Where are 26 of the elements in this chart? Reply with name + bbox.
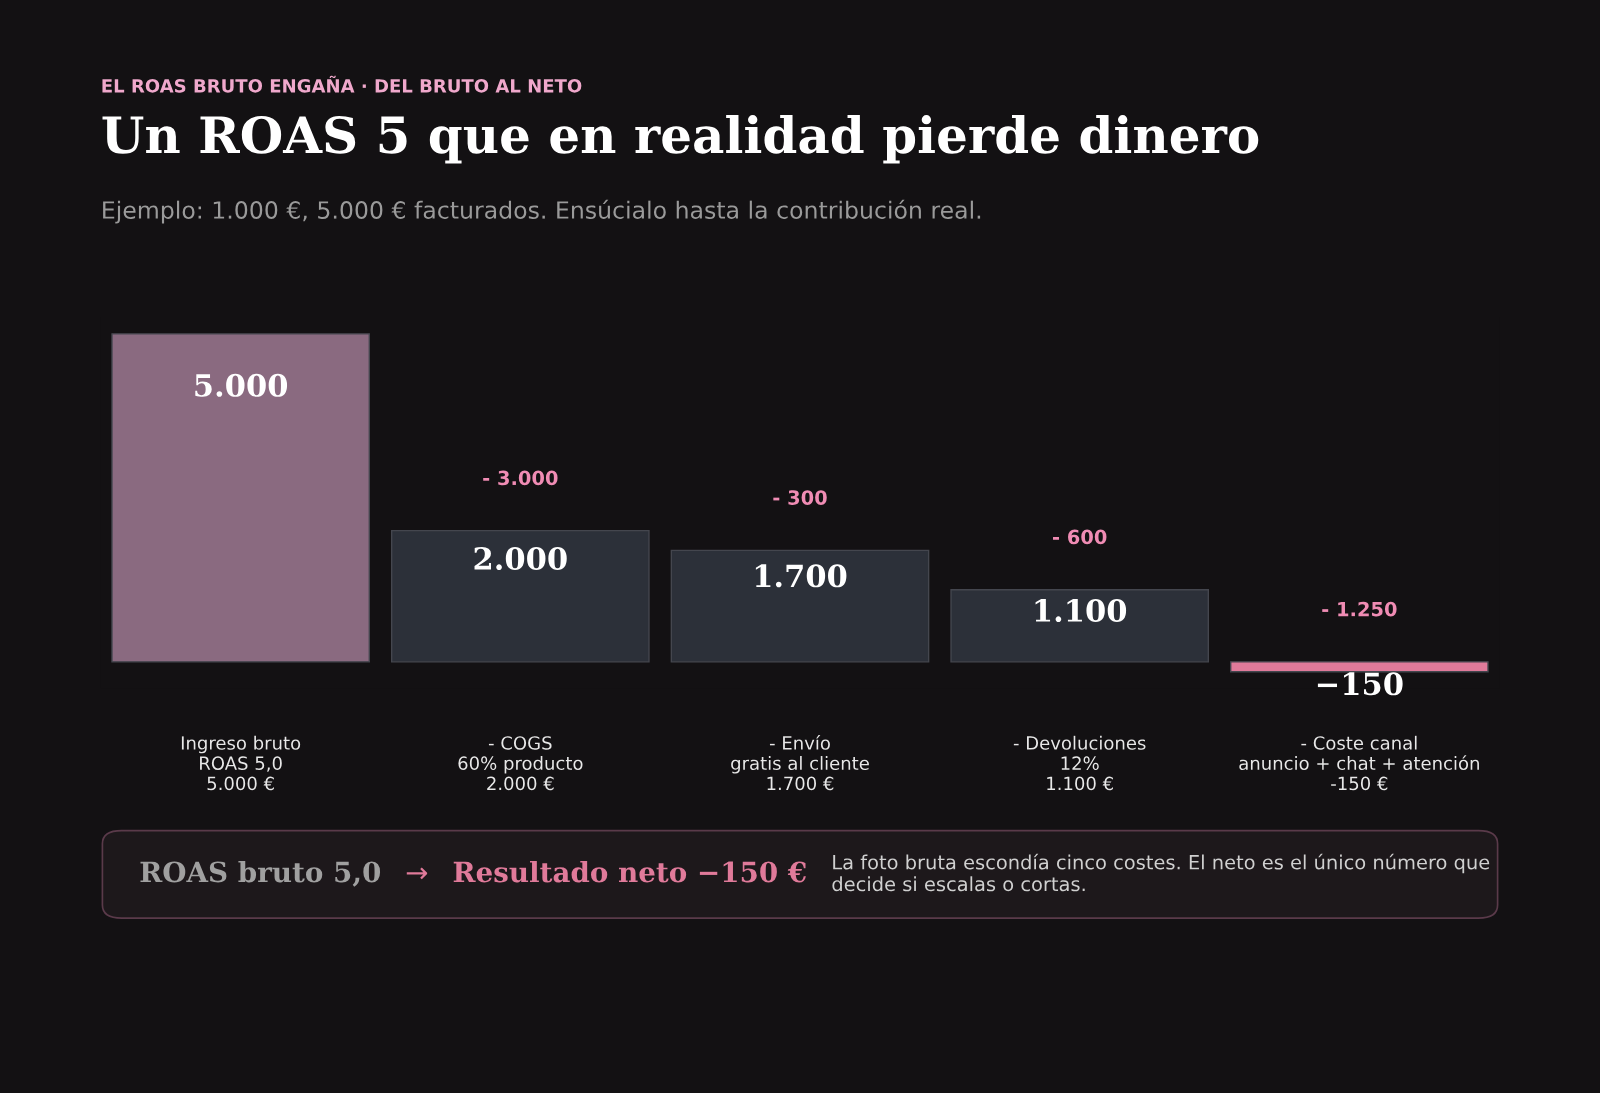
bar [670,549,930,663]
data-label: 5.000 [195,373,288,397]
data-label: −150 [1317,672,1403,696]
bar [950,589,1210,663]
annotation: - 3.000 [483,470,558,486]
text: EL ROAS BRUTO ENGAÑA · DEL BRUTO AL NETO [102,75,582,93]
data-label: 1.700 [755,564,847,588]
text: Resultado neto −150 € [453,860,806,883]
text: ROAS bruto 5,0 [140,860,381,887]
x-tick-label: - Envío gratis al cliente 1.700 € [731,735,869,791]
x-tick-label: - COGS 60% producto 2.000 € [458,736,583,791]
annotation: - 1.250 [1322,601,1397,617]
x-tick-label: Ingreso bruto ROAS 5,0 5.000 € [181,735,301,791]
bar [390,529,650,663]
chart-title: Un ROAS 5 que en realidad pierde dinero [102,115,1259,164]
x-tick-label: - Coste canal anuncio + chat + atención -150 € [1239,735,1479,791]
bar [1230,661,1489,673]
annotation: - 600 [1053,529,1107,545]
annotation: - 300 [773,490,827,505]
bar [111,333,370,663]
data-label: 1.100 [1035,598,1127,623]
data-label: 2.000 [474,546,567,571]
text: → [406,867,428,880]
chart-subtitle: Ejemplo: 1.000 €, 5.000 € facturados. Ensúcialo hasta la contribución real. [103,199,981,224]
x-tick-label: - Devoluciones 12% 1.100 € [1013,735,1146,791]
text: La foto bruta escondía cinco costes. El neto es el único número que decide si escalas o cortas. [832,853,1490,892]
